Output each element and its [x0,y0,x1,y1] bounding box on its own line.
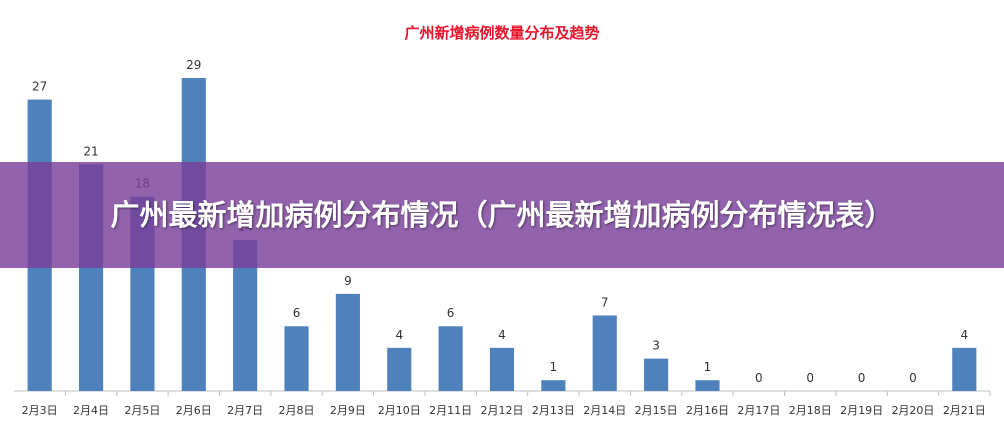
data-label: 0 [806,371,814,385]
x-tick-label: 2月20日 [891,404,934,417]
data-label: 0 [858,371,866,385]
data-label: 3 [652,339,660,353]
x-tick-label: 2月11日 [429,404,472,417]
x-tick-label: 2月10日 [378,404,421,417]
x-tick-group: 2月3日 2月4日 2月5日 2月6日 2月7日 2月8日 2月9日 2月10日 2月11日 2月… [22,391,991,417]
data-label: 29 [186,58,201,72]
data-label: 0 [755,371,763,385]
x-tick-label: 2月3日 [22,404,58,417]
x-tick-label: 2月4日 [73,404,109,417]
bar [952,347,977,391]
bar [335,293,360,391]
x-tick-label: 2月6日 [176,404,212,417]
data-label: 4 [960,328,968,342]
x-tick-label: 2月15日 [635,404,678,417]
x-tick-label: 2月5日 [124,404,160,417]
data-label: 1 [550,360,558,374]
bar [438,326,463,391]
x-tick-label: 2月19日 [840,404,883,417]
data-label: 0 [909,371,917,385]
data-label: 1 [704,360,712,374]
bar [489,347,515,391]
data-label: 21 [83,144,98,158]
x-tick-label: 2月13日 [532,404,575,417]
bar [541,380,566,391]
x-tick-label: 2月14日 [583,404,626,417]
x-tick-label: 2月21日 [943,404,986,417]
bar [284,326,309,391]
data-label: 4 [498,328,506,342]
x-tick-label: 2月8日 [279,404,315,417]
x-tick-label: 2月18日 [789,404,832,417]
bar [592,315,617,391]
bar [387,347,412,391]
data-label: 4 [395,328,403,342]
overlay-banner: 广州最新增加病例分布情况（广州最新增加病例分布情况表） [0,162,1004,268]
x-tick-label: 2月9日 [330,404,366,417]
chart-title: 广州新增病例数量分布及趋势 [404,24,600,42]
data-label: 6 [293,306,301,320]
bar [644,358,669,391]
x-tick-label: 2月17日 [737,404,780,417]
data-label: 6 [447,306,455,320]
data-label: 9 [344,274,352,288]
data-label: 27 [32,80,47,94]
data-label: 7 [601,295,609,309]
x-tick-label: 2月12日 [481,404,524,417]
x-tick-label: 2月7日 [227,404,263,417]
bar [695,380,720,391]
x-tick-label: 2月16日 [686,404,729,417]
overlay-caption: 广州最新增加病例分布情况（广州最新增加病例分布情况表） [110,198,894,232]
